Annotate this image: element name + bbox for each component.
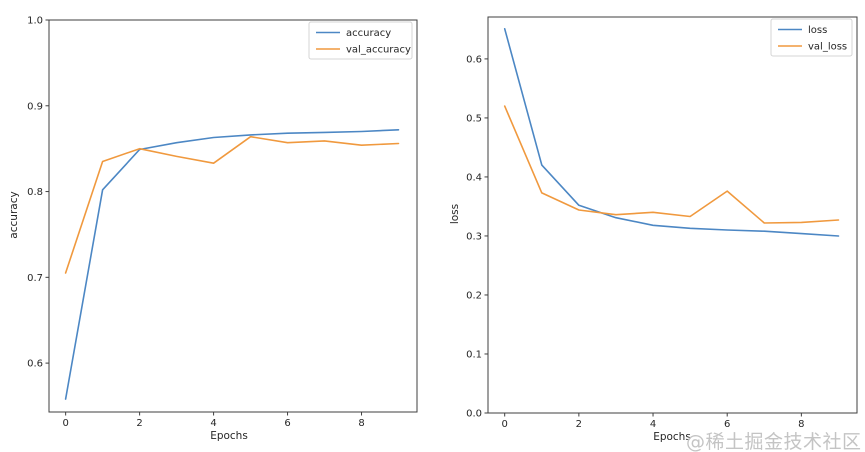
legend-item-accuracy: accuracy <box>316 28 391 39</box>
y-tick-label: 0.6 <box>27 359 43 370</box>
y-axis-label: accuracy <box>8 191 20 238</box>
x-tick-label: 8 <box>798 419 804 430</box>
x-tick-label: 8 <box>358 418 364 429</box>
watermark: @稀土掘金技术社区 <box>686 431 862 452</box>
y-tick-label: 0.1 <box>466 349 482 360</box>
chart-accuracy: 0 2 4 6 80.60.70.80.91.0Epochsaccuracyaccura… <box>8 16 418 442</box>
legend-label: val_loss <box>808 42 847 53</box>
y-tick-label: 0.8 <box>27 187 43 198</box>
chart-loss: 0 2 4 6 80.00.10.20.30.40.50.6Epochslossloss… <box>449 16 858 443</box>
legend: loss val_loss <box>770 18 853 57</box>
series-val_loss-line <box>503 105 840 224</box>
plot-area <box>487 16 858 414</box>
y-tick-label: 0.0 <box>466 409 482 420</box>
x-tick-label: 0 <box>502 419 508 430</box>
legend-item-val_accuracy: val_accuracy <box>316 45 411 56</box>
x-tick-label: 4 <box>210 418 216 429</box>
y-tick-label: 1.0 <box>27 16 43 27</box>
x-axis-label: Epochs <box>210 430 248 442</box>
x-tick-label: 4 <box>650 419 656 430</box>
y-tick-label: 0.9 <box>27 101 43 112</box>
legend-item-loss: loss <box>778 25 827 36</box>
series-val_accuracy-line <box>64 135 400 274</box>
y-tick-label: 0.4 <box>466 172 482 183</box>
x-axis-label: Epochs <box>653 431 691 443</box>
x-tick-label: 2 <box>576 419 582 430</box>
y-tick-label: 0.5 <box>466 113 482 124</box>
x-tick-label: 6 <box>284 418 290 429</box>
y-tick-label: 0.7 <box>27 273 43 284</box>
y-axis-label: loss <box>449 204 461 224</box>
y-tick-label: 0.6 <box>466 54 482 65</box>
x-tick-label: 0 <box>62 418 68 429</box>
legend: accuracy val_accuracy <box>308 21 413 60</box>
legend-label: val_accuracy <box>346 45 411 56</box>
x-tick-label: 2 <box>136 418 142 429</box>
series-accuracy-line <box>64 129 400 400</box>
legend-item-val_loss: val_loss <box>778 42 847 53</box>
x-tick-label: 6 <box>724 419 730 430</box>
plot-area <box>48 19 418 413</box>
y-tick-label: 0.3 <box>466 231 482 242</box>
series-loss-line <box>503 27 840 237</box>
legend-label: accuracy <box>346 28 391 39</box>
y-tick-label: 0.2 <box>466 290 482 301</box>
legend-label: loss <box>808 25 827 36</box>
